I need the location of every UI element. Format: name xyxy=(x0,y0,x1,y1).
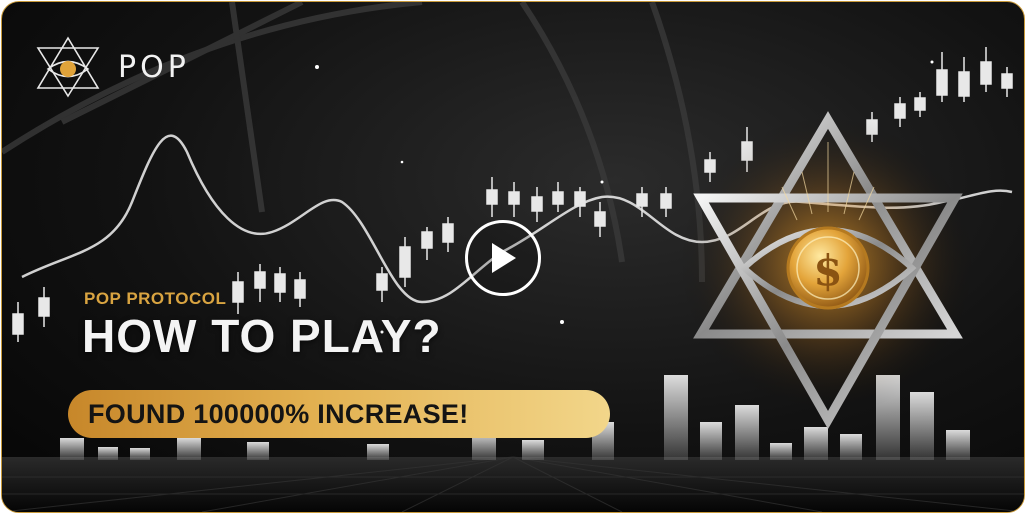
brand: POP xyxy=(32,36,190,98)
play-button[interactable] xyxy=(465,220,541,296)
volume-bars xyxy=(60,375,970,460)
banner-headline: HOW TO PLAY? xyxy=(82,310,442,362)
coin-symbol: $ xyxy=(813,246,842,295)
brand-name: POP xyxy=(118,49,190,85)
floor xyxy=(2,457,1024,512)
floor-grid xyxy=(2,456,1024,512)
sparkles xyxy=(315,60,934,334)
star-of-david-eye-coin-icon: $ xyxy=(693,111,963,430)
increase-badge-text: FOUND 100000% INCREASE! xyxy=(88,398,469,429)
eye-star-coin-icon xyxy=(36,36,100,98)
candlesticks xyxy=(12,47,1013,342)
increase-badge: FOUND 100000% INCREASE! xyxy=(68,390,610,438)
play-icon xyxy=(492,243,516,273)
background-architecture xyxy=(2,2,705,283)
banner-kicker: POP PROTOCOL xyxy=(84,289,227,308)
